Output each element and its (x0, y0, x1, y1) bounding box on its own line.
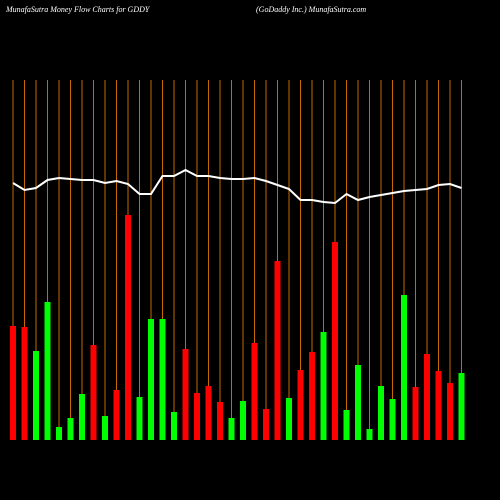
bar (447, 383, 453, 440)
bar (90, 345, 97, 440)
money-flow-line (12, 168, 462, 205)
bar (435, 371, 442, 440)
bar (332, 242, 338, 440)
bar (412, 387, 419, 440)
bar (378, 386, 384, 440)
bar (320, 332, 327, 440)
bar (424, 354, 430, 440)
bar (228, 418, 235, 440)
bar (125, 215, 131, 440)
bar (343, 410, 350, 440)
bar (355, 365, 361, 440)
bar (10, 326, 16, 440)
bar (251, 343, 258, 440)
bar (401, 295, 407, 440)
chart-title: MunafaSutra Money Flow Charts for GDDY (5, 5, 151, 14)
bar (194, 393, 200, 440)
bar (205, 386, 212, 440)
bar (274, 261, 281, 440)
bar (67, 418, 74, 440)
bar (458, 373, 465, 440)
bar (113, 390, 120, 440)
bar (33, 351, 39, 440)
bar (309, 352, 315, 440)
bar (21, 327, 28, 440)
bar (366, 429, 373, 440)
bar (56, 427, 62, 440)
bar (297, 370, 304, 440)
bar (263, 409, 269, 440)
bar (148, 319, 154, 440)
bar (240, 401, 246, 440)
bar (389, 399, 396, 440)
bar (79, 394, 85, 440)
bar (44, 302, 51, 440)
bar (136, 397, 143, 440)
bar (286, 398, 292, 440)
chart-subtitle: (GoDaddy Inc.) MunafaSutra.com (256, 5, 366, 14)
bar (171, 412, 177, 440)
bar (159, 319, 166, 440)
bar (217, 402, 223, 440)
bar (102, 416, 108, 440)
bar (182, 349, 189, 440)
